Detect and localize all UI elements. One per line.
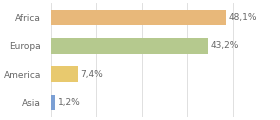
Bar: [51, 10, 226, 25]
Text: 1,2%: 1,2%: [58, 98, 81, 107]
Bar: [51, 38, 208, 54]
Text: 48,1%: 48,1%: [229, 13, 257, 22]
Bar: [51, 95, 55, 110]
Bar: [51, 66, 78, 82]
Text: 43,2%: 43,2%: [211, 41, 239, 50]
Text: 7,4%: 7,4%: [80, 70, 103, 79]
